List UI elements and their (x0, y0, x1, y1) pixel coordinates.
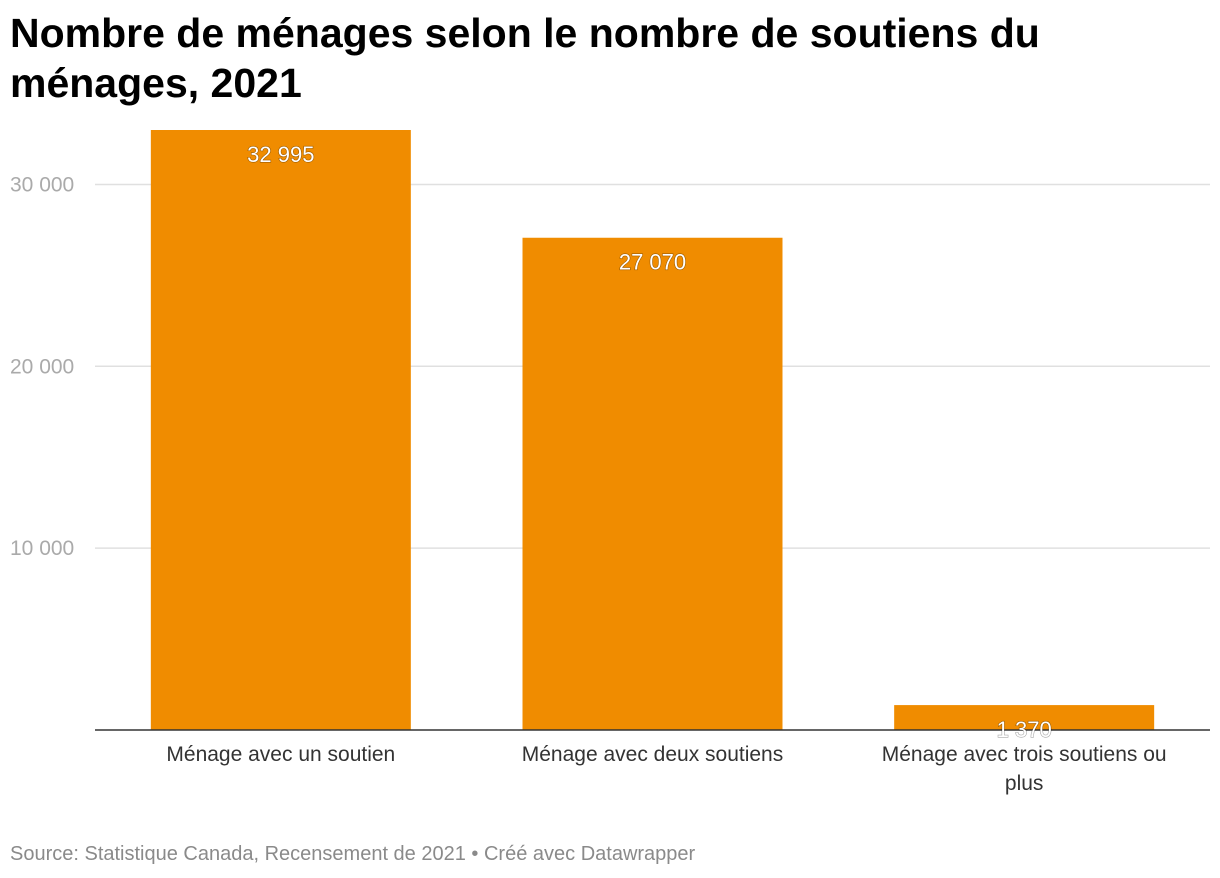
x-tick-labels: Ménage avec un soutien Ménage avec deux s… (166, 743, 1166, 795)
bar (522, 237, 783, 730)
value-labels: 32 995 27 070 1 370 (247, 141, 1053, 742)
bars (150, 130, 1155, 730)
y-tick-labels: 10 000 20 000 30 000 (10, 173, 74, 560)
chart-title: Nombre de ménages selon le nombre de sou… (10, 10, 1040, 106)
bar (150, 130, 411, 730)
source-text: Source: Statistique Canada, Recensement … (10, 843, 466, 865)
credit-text: Créé avec Datawrapper (483, 843, 696, 865)
x-tick-label: Ménage avec deux soutiens (522, 743, 784, 766)
footer: Source: Statistique Canada, Recensement … (10, 843, 695, 866)
value-label: 1 370 (997, 717, 1052, 742)
bar (894, 705, 1155, 730)
x-tick-label: Ménage avec trois soutiens ou plus (882, 743, 1167, 795)
x-tick-label: Ménage avec un soutien (166, 743, 395, 766)
value-label: 32 995 (247, 142, 314, 167)
value-label: 27 070 (619, 250, 686, 275)
y-tick-label: 20 000 (10, 355, 74, 378)
y-tick-label: 10 000 (10, 537, 74, 560)
y-tick-label: 30 000 (10, 173, 74, 196)
footer-separator: • (465, 843, 484, 865)
